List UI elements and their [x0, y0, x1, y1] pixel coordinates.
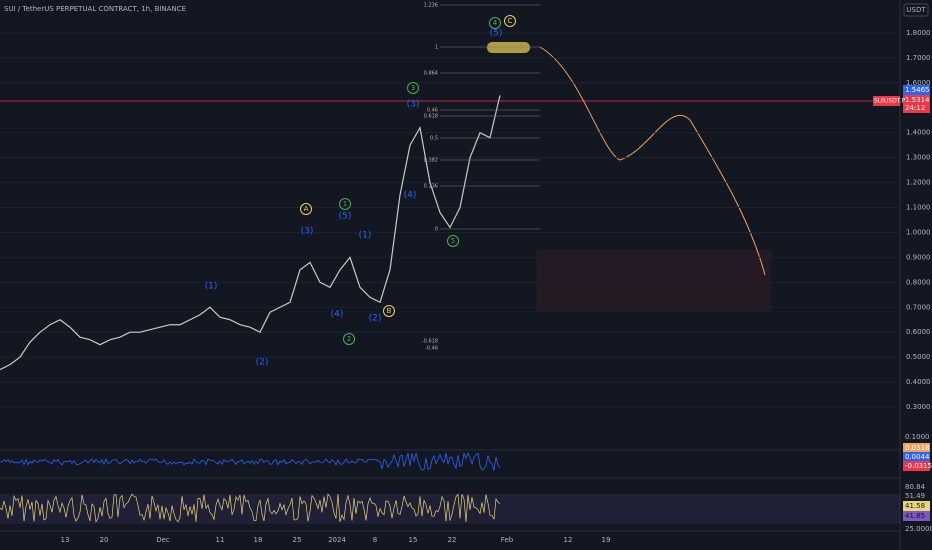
highlight — [487, 42, 530, 53]
wave-label: (1) — [205, 282, 218, 292]
wave-circle — [504, 15, 516, 27]
x-tick-label: 12 — [564, 536, 573, 544]
osc-box — [903, 452, 930, 462]
symbol-box — [873, 96, 900, 106]
osc-box — [903, 443, 930, 453]
wave-label: (5) — [339, 212, 352, 222]
x-tick-label: 15 — [409, 536, 418, 544]
wave-circle — [383, 305, 395, 317]
y-tick-label: 0.5000 — [906, 353, 931, 361]
wave-label: (4) — [404, 191, 417, 201]
y-tick-label: 1.6000 — [906, 79, 931, 87]
osc-box — [903, 461, 930, 471]
y-tick-label: 0.3000 — [906, 403, 931, 411]
y-tick-label: 1.8000 — [906, 29, 931, 37]
y-tick-label: 0.6000 — [906, 328, 931, 336]
projection-path — [539, 46, 766, 276]
fib-label: 0 — [435, 227, 438, 233]
wave-label: 5 — [451, 237, 455, 245]
x-tick-label: 2024 — [328, 536, 346, 544]
fib-label: 0.382 — [424, 158, 438, 164]
wave-label: B — [387, 307, 392, 315]
wave-label: 1 — [343, 200, 347, 208]
macd-line — [0, 451, 501, 471]
fib-label: 0.5 — [430, 136, 438, 142]
chart-title: SUI / TetherUS PERPETUAL CONTRACT, 1h, B… — [4, 5, 186, 13]
wave-circle — [407, 82, 419, 94]
last-price: 1.5465 — [905, 86, 930, 94]
wave-label: (3) — [407, 100, 420, 110]
fib-label: 0.46 — [427, 108, 438, 114]
y-tick-label: 1.0000 — [906, 228, 931, 236]
wave-label: 2 — [347, 335, 351, 343]
mark-price: 1.5314 — [905, 96, 930, 104]
price-series — [0, 95, 501, 371]
wave-label: (5) — [490, 29, 503, 39]
wave-label: (2) — [256, 358, 269, 368]
y-tick-label: 1.3000 — [906, 154, 931, 162]
last-price-box — [903, 85, 930, 95]
fib-label: -0.46 — [425, 346, 438, 352]
x-tick-label: 11 — [216, 536, 225, 544]
x-tick-label: 18 — [254, 536, 263, 544]
wave-label: 3 — [411, 84, 415, 92]
wave-circle — [343, 333, 355, 345]
x-tick-label: 25 — [293, 536, 302, 544]
y-tick-label: 1.7000 — [906, 54, 931, 62]
countdown-box — [903, 103, 930, 113]
x-tick-label: 13 — [61, 536, 70, 544]
rsi-line — [0, 493, 501, 523]
osc-label: 41.85 — [905, 512, 925, 520]
wave-label: (3) — [301, 227, 314, 237]
x-tick-label: 20 — [100, 536, 109, 544]
wave-circle — [339, 198, 351, 210]
wave-circle — [447, 235, 459, 247]
x-tick-label: 8 — [373, 536, 377, 544]
y-tick-label: 0.7000 — [906, 303, 931, 311]
currency-button[interactable] — [903, 3, 929, 17]
osc-box — [903, 501, 930, 511]
x-tick-label: 19 — [602, 536, 611, 544]
osc-box — [903, 511, 930, 521]
osc-label: 25.0000 — [905, 525, 932, 533]
wave-circle — [300, 203, 312, 215]
x-tick-label: Feb — [501, 536, 514, 544]
osc-label: 51.49 — [905, 492, 925, 500]
y-tick-label: 1.1000 — [906, 204, 931, 212]
fib-label: 0.864 — [424, 71, 438, 77]
osc-label: 0.0044 — [905, 453, 930, 461]
symbol: SUIUSDT.P — [874, 98, 906, 105]
wave-label: C — [508, 17, 513, 25]
y-tick-label: 0.4000 — [906, 378, 931, 386]
y-tick-label: 1.2000 — [906, 179, 931, 187]
y-tick-label: 0.9000 — [906, 253, 931, 261]
target-box — [536, 249, 772, 313]
wave-label: (1) — [359, 231, 372, 241]
osc-label: -0.0315 — [905, 462, 932, 470]
currency[interactable]: USDT — [906, 6, 926, 14]
fib-label: 0.236 — [424, 184, 438, 190]
wave-circle — [489, 17, 501, 29]
fib-label: 1.236 — [424, 3, 438, 9]
wave-label: 4 — [493, 19, 498, 27]
fib-label: -0.618 — [422, 339, 438, 345]
y-tick-label: 1.4000 — [906, 129, 931, 137]
wave-label: A — [304, 205, 309, 213]
x-tick-label: Dec — [156, 536, 170, 544]
fib-label: 0.618 — [424, 114, 438, 120]
wave-label: (2) — [369, 314, 382, 324]
osc-label: 0.1000 — [905, 433, 930, 441]
countdown: 24:12 — [905, 104, 925, 112]
osc-label: 0.0318 — [905, 444, 930, 452]
x-tick-label: 22 — [448, 536, 457, 544]
osc-label: 80.84 — [905, 483, 926, 491]
fib-label: 1 — [435, 45, 438, 51]
osc-label: 41.58 — [905, 502, 925, 510]
wave-label: (4) — [331, 310, 344, 320]
y-tick-label: 0.8000 — [906, 278, 931, 286]
mark-price-box — [903, 95, 930, 105]
